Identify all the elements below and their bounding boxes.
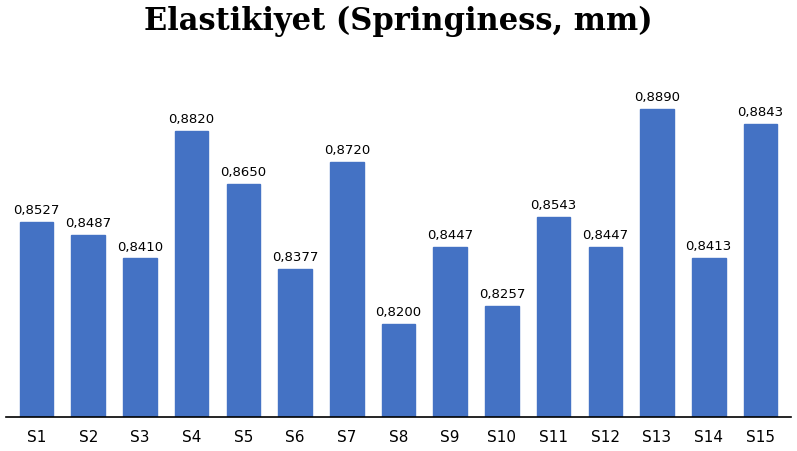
Bar (485, 306, 519, 417)
Bar (330, 162, 363, 417)
Bar (124, 258, 157, 417)
Bar (434, 247, 467, 417)
Bar (537, 217, 571, 417)
Bar (278, 269, 312, 417)
Bar (744, 124, 777, 417)
Bar (226, 184, 260, 417)
Text: 0,8527: 0,8527 (14, 204, 60, 217)
Text: 0,8487: 0,8487 (65, 217, 112, 230)
Text: 0,8377: 0,8377 (272, 251, 318, 264)
Bar (692, 258, 725, 417)
Text: 0,8820: 0,8820 (169, 113, 214, 126)
Text: 0,8413: 0,8413 (685, 240, 732, 253)
Bar (588, 247, 622, 417)
Bar (640, 109, 673, 417)
Text: 0,8257: 0,8257 (479, 289, 525, 301)
Title: Elastikiyet (Springiness, mm): Elastikiyet (Springiness, mm) (144, 5, 653, 37)
Bar (72, 235, 105, 417)
Bar (20, 222, 53, 417)
Text: 0,8200: 0,8200 (375, 306, 422, 319)
Text: 0,8843: 0,8843 (737, 106, 783, 119)
Text: 0,8447: 0,8447 (583, 229, 628, 242)
Text: 0,8720: 0,8720 (324, 144, 370, 157)
Text: 0,8447: 0,8447 (427, 229, 473, 242)
Text: 0,8410: 0,8410 (117, 241, 163, 254)
Bar (382, 324, 415, 417)
Text: 0,8543: 0,8543 (531, 199, 577, 212)
Text: 0,8890: 0,8890 (634, 92, 680, 104)
Bar (175, 131, 209, 417)
Text: 0,8650: 0,8650 (220, 166, 266, 179)
